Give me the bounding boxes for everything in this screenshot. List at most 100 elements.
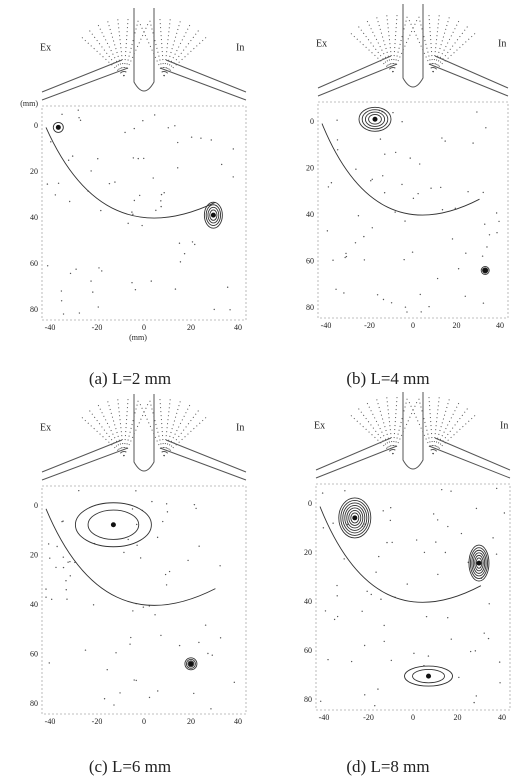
flow-dot [425, 615, 428, 618]
inlet-label: In [236, 42, 244, 53]
y-tick-label: 40 [304, 597, 312, 606]
flow-dot [134, 288, 137, 291]
flow-dot [62, 520, 64, 522]
stream [432, 394, 441, 455]
x-tick-label: -40 [45, 717, 56, 726]
stream [432, 31, 478, 73]
flow-dot [160, 205, 162, 208]
vortex-ring [342, 502, 368, 534]
flow-dot [333, 618, 336, 621]
flow-dot [346, 523, 349, 526]
inlet-label: In [500, 420, 508, 431]
vortex-ring [364, 111, 386, 127]
flow-dot [163, 192, 165, 194]
flow-dot [193, 692, 195, 695]
flow-dot [330, 182, 333, 184]
flow-dot [447, 525, 449, 528]
stream [356, 405, 394, 455]
x-tick-label: -20 [92, 323, 103, 332]
flow-dot [178, 242, 181, 244]
flow-dot [350, 660, 353, 663]
flow-dot [156, 536, 159, 539]
flow-dot [498, 661, 501, 663]
flow-dot [154, 614, 156, 616]
flow-dot [135, 490, 137, 492]
flow-dot [344, 256, 346, 259]
stream [123, 16, 129, 77]
flow-dot [345, 252, 347, 255]
stream [428, 394, 434, 455]
flow-dot [84, 649, 87, 651]
left-channel [41, 439, 129, 481]
flow-dot [394, 151, 397, 154]
flow-dot [131, 282, 133, 284]
flow-dot [324, 610, 327, 612]
flow-dot [179, 261, 182, 263]
flow-dot [65, 580, 67, 582]
flow-dot [114, 181, 116, 183]
vortex-core [110, 522, 116, 528]
right-channel [428, 55, 509, 97]
flow-dot [458, 676, 460, 679]
flow-dot [450, 638, 452, 640]
flow-dot [488, 603, 490, 605]
x-tick-label: 0 [411, 713, 415, 722]
flow-dot [326, 230, 329, 232]
flow-dot [142, 606, 145, 608]
stream [392, 17, 419, 73]
flow-dot [155, 209, 157, 212]
flow-dot [336, 119, 338, 121]
x-tick-label: 20 [187, 717, 195, 726]
flow-dot [474, 650, 477, 652]
flow-dot [49, 557, 51, 559]
y-tick-label: 0 [310, 117, 314, 126]
flow-dot [142, 120, 144, 122]
flow-dot [226, 286, 229, 288]
flow-dot [143, 157, 145, 160]
flow-dot [60, 290, 63, 292]
vortex-ring [480, 266, 490, 275]
flow-dot [177, 141, 179, 144]
stream [407, 17, 434, 73]
flow-dot [423, 551, 426, 554]
flow-dot [417, 192, 419, 195]
flow-dot [404, 220, 406, 222]
flow-dot [371, 178, 373, 181]
y-tick-label: 0 [34, 121, 38, 130]
flow-dot [151, 500, 153, 503]
x-tick-label: -20 [92, 717, 103, 726]
flow-dot [412, 197, 415, 200]
stream [163, 415, 209, 457]
flow-dot [327, 658, 329, 661]
vortex-ring [207, 206, 220, 224]
flow-dot [67, 561, 69, 563]
flow-dot [90, 280, 92, 282]
flow-dot [409, 157, 411, 159]
x-tick-label: 0 [142, 717, 146, 726]
vortex-core [426, 673, 432, 679]
flow-dot [371, 227, 373, 229]
flow-dot [441, 488, 443, 491]
flow-dot [366, 590, 368, 593]
flow-dot [382, 510, 384, 512]
flow-dot [164, 573, 167, 576]
flow-dot [165, 503, 168, 505]
y-tick-label: 80 [304, 695, 312, 704]
flow-dot [432, 513, 435, 515]
stream [417, 13, 434, 73]
flow-dot [336, 139, 339, 141]
flow-dot [160, 634, 162, 637]
flow-dot [50, 141, 52, 143]
caption: (a) L=2 mm [89, 369, 171, 388]
flow-dot [62, 566, 65, 569]
flow-dot [213, 308, 215, 311]
plot-frame [317, 101, 509, 319]
flow-dot [127, 222, 129, 225]
flow-dot [167, 127, 170, 129]
flow-dot [427, 655, 430, 657]
flow-dot [68, 200, 71, 203]
flow-dot [220, 163, 223, 166]
panel: Ex In 0 20 40 60 80 -40 -20 0 20 40 (c) L=6 mm [30, 394, 247, 776]
inlet-label: In [498, 38, 506, 49]
flow-dot [190, 136, 193, 138]
